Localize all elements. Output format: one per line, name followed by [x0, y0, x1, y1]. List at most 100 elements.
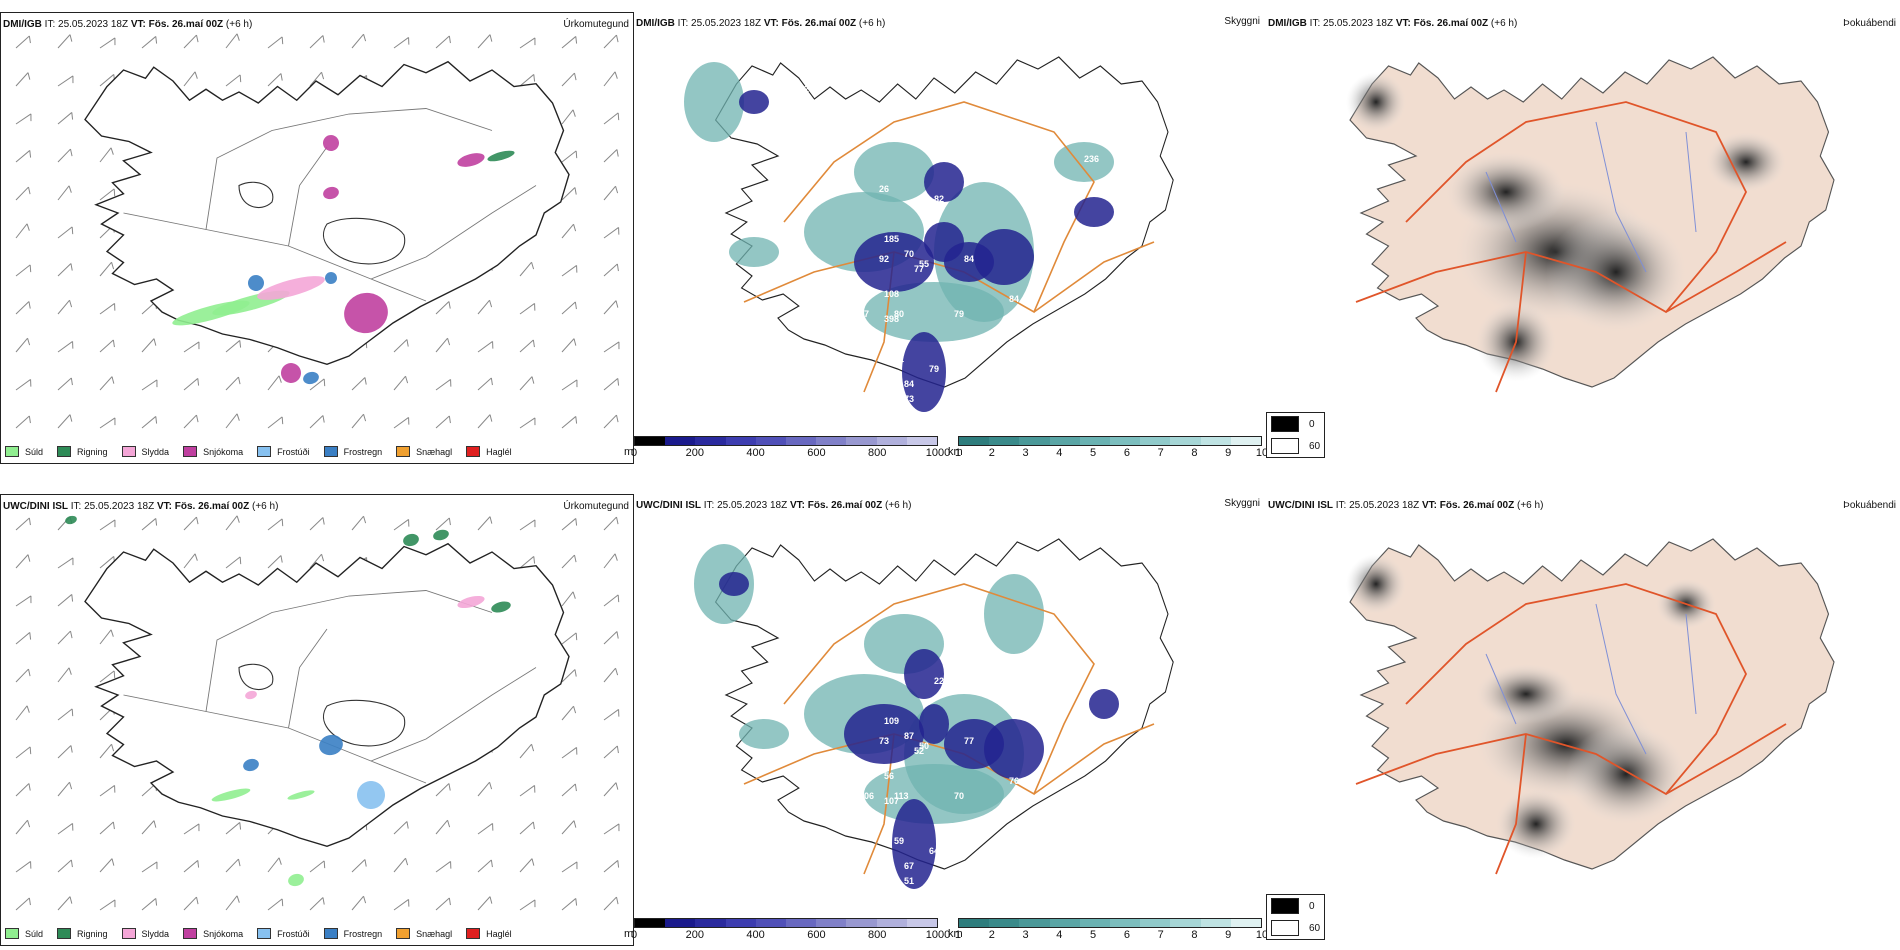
wind-barb [225, 413, 240, 429]
wind-barb [561, 783, 577, 797]
road-network [123, 108, 537, 302]
colorbar-cells [634, 436, 938, 446]
wind-barb [225, 376, 241, 391]
legend-label: Slydda [141, 928, 170, 939]
colorbar-tick: 400 [746, 929, 765, 941]
precip-area [319, 734, 343, 756]
wind-barb [267, 36, 284, 49]
wind-barb [15, 223, 30, 239]
ceiling-label: 55 [919, 259, 929, 269]
precip-area [433, 529, 449, 541]
colorbar-tick: 200 [685, 929, 704, 941]
ceiling-label: 59 [894, 836, 904, 846]
field-name: Úrkomutegund [563, 501, 629, 512]
wind-barb [519, 303, 536, 315]
legend-label: Snjókoma [203, 928, 244, 939]
wind-barb [309, 71, 325, 87]
wind-barb [435, 301, 451, 315]
wind-barb [15, 186, 31, 201]
colorbar-cell [1110, 919, 1141, 927]
ceiling-area [719, 572, 749, 596]
precip-area [65, 515, 77, 525]
ceiling-label: 236 [1084, 154, 1099, 164]
ceiling-label: 107 [884, 796, 899, 806]
wind-barb [477, 299, 493, 315]
fog-legend-label: 60 [1309, 440, 1321, 452]
wind-barb [141, 338, 157, 353]
colorbar-unit: km [948, 446, 963, 458]
wind-barb [477, 34, 493, 49]
colorbar-cell [695, 437, 726, 445]
wind-barb [183, 823, 200, 835]
precip-area [357, 781, 385, 809]
ceiling-areas [719, 572, 1119, 889]
wind-barb [561, 416, 578, 429]
legend-label: Slydda [141, 446, 170, 457]
legend-swatch [323, 928, 338, 939]
ceiling-label: 82 [934, 194, 944, 204]
colorbar-tick: 9 [1225, 447, 1232, 459]
colorbar-cell [1110, 437, 1141, 445]
colorbar-cell [816, 437, 847, 445]
colorbar-cell [1200, 437, 1231, 445]
colorbar-cell [665, 437, 696, 445]
wind-barb [99, 339, 115, 353]
colorbar-cell [695, 919, 726, 927]
wind-barb [57, 299, 73, 315]
wind-barb [477, 377, 493, 391]
field-name: Skyggni [1224, 16, 1260, 27]
ceiling-label: 98 [1004, 806, 1014, 816]
ceiling-label: 185 [884, 234, 899, 244]
wind-barb [15, 861, 32, 873]
wind-barb [99, 785, 116, 797]
wind-barb [15, 113, 32, 125]
precip-panel-0: DMI/IGB IT: 25.05.2023 18Z VT: Fös. 26.m… [0, 12, 634, 464]
wind-barb [561, 150, 578, 163]
legend-label: Haglél [486, 928, 512, 939]
legend-swatch [5, 928, 19, 939]
colorbar-unit: m [624, 446, 634, 458]
fog-panel-1: UWC/DINI ISL IT: 25.05.2023 18Z VT: Fös.… [1266, 494, 1900, 946]
wind-barb [477, 414, 493, 429]
ceiling-label: 67 [904, 861, 914, 871]
wind-barb [561, 898, 578, 911]
ceiling-label: 398 [884, 314, 899, 324]
legend-swatch [466, 928, 481, 939]
wind-barb [15, 150, 32, 163]
visibility-colorbar: 1 2 3 4 5 6 7 8 9 10 km [948, 436, 1268, 459]
ceiling-label: 26 [879, 184, 889, 194]
field-name: Þokuábendi [1843, 500, 1896, 511]
colorbar-cell [989, 919, 1020, 927]
colorbar-tick: 800 [868, 929, 887, 941]
wind-barb [183, 860, 200, 873]
visibility-area [729, 237, 779, 267]
colorbar-tick: 400 [746, 447, 765, 459]
colorbar-tick: 10 [1255, 447, 1269, 459]
wind-barb [141, 416, 158, 429]
wind-barb [561, 265, 578, 277]
legend-item: Súld [5, 446, 43, 457]
panel-title: UWC/DINI ISL IT: 25.05.2023 18Z VT: Fös.… [1268, 500, 1544, 511]
wind-barb [435, 35, 451, 49]
fog-area [1546, 212, 1686, 332]
ceiling-colorbar: 0 200 400 600 800 1000 m [624, 436, 950, 459]
colorbar-cell [755, 919, 787, 927]
ceiling-area [892, 799, 936, 889]
glacier-outline [322, 699, 406, 747]
colorbar-tick: 2 [988, 929, 995, 941]
wind-barb [267, 73, 283, 87]
ceiling-label: 79 [954, 309, 964, 319]
wind-barb [519, 37, 536, 49]
river-network [1485, 603, 1697, 755]
colorbar-tick: 4 [1056, 447, 1063, 459]
wind-barb [603, 341, 620, 353]
legend-item: Haglél [466, 446, 512, 457]
fog-legend: 0 60 [1266, 894, 1326, 940]
ceiling-label: 64 [929, 846, 939, 856]
wind-barb [393, 899, 410, 911]
wind-barb [603, 553, 618, 569]
road-network [1355, 101, 1787, 393]
wind-barb [351, 515, 367, 531]
precip-area [323, 186, 339, 200]
wind-barb [561, 747, 578, 759]
